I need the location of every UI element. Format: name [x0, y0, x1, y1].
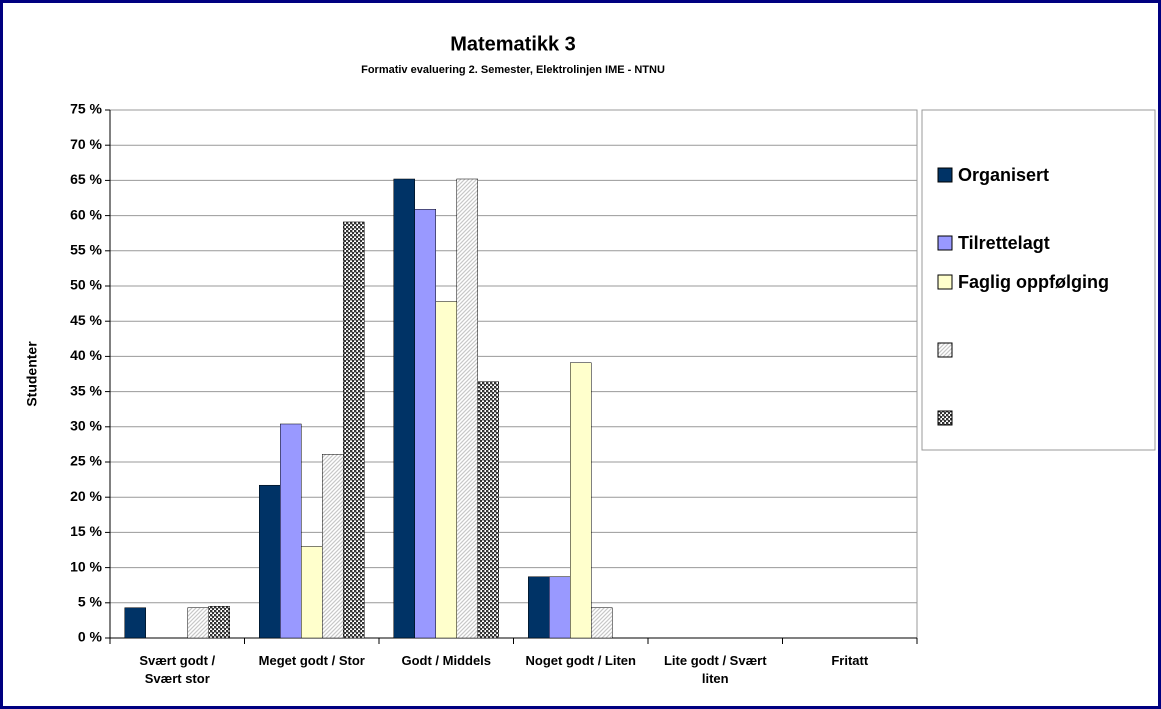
y-tick-label: 25 %: [70, 453, 102, 469]
x-tick-label: Meget godt / Stor: [258, 653, 365, 668]
y-axis-label: Studenter: [24, 341, 40, 407]
x-tick-label: Svært godt / Svært stor: [139, 653, 216, 686]
legend-swatch: [937, 167, 953, 183]
bar: [187, 607, 209, 639]
y-tick-label: 70 %: [70, 136, 102, 152]
y-tick-label: 20 %: [70, 488, 102, 504]
bar: [528, 576, 550, 639]
bar: [301, 546, 323, 639]
bar: [124, 607, 146, 639]
chart-subtitle: Formativ evaluering 2. Semester, Elektro…: [361, 64, 665, 76]
x-tick-label: Godt / Middels: [401, 653, 492, 668]
bar: [322, 454, 344, 639]
y-tick-label: 0 %: [78, 629, 103, 645]
legend-swatch: [937, 410, 953, 426]
y-tick-label: 65 %: [70, 171, 102, 187]
y-tick-label: 55 %: [70, 242, 102, 258]
y-tick-label: 35 %: [70, 382, 102, 398]
legend-swatch: [937, 274, 953, 290]
legend-box: [921, 109, 1156, 451]
y-tick-label: 30 %: [70, 418, 102, 434]
bar: [435, 301, 457, 639]
y-tick-label: 50 %: [70, 277, 102, 293]
bar: [591, 607, 613, 639]
x-tick-label: Lite godt / Svært liten: [663, 653, 767, 686]
y-tick-label: 40 %: [70, 347, 102, 363]
y-tick-label: 5 %: [78, 594, 103, 610]
bar: [456, 178, 478, 639]
plot-area: [109, 109, 918, 639]
x-tick-label: Noget godt / Liten: [525, 653, 636, 668]
bar: [393, 178, 415, 639]
chart-title: Matematikk 3: [450, 33, 576, 55]
y-tick-label: 10 %: [70, 558, 102, 574]
bar: [343, 221, 365, 639]
bar: [259, 484, 281, 639]
bar: [208, 606, 230, 639]
bar: [414, 209, 436, 639]
legend-swatch: [937, 235, 953, 251]
y-tick-label: 45 %: [70, 312, 102, 328]
bar: [549, 576, 571, 639]
y-tick-label: 60 %: [70, 206, 102, 222]
bar: [570, 362, 592, 639]
y-tick-label: 75 %: [70, 101, 102, 117]
legend-label: Faglig oppfølging: [958, 272, 1109, 292]
x-tick-label: Fritatt: [831, 653, 869, 668]
legend-label: Organisert: [958, 165, 1049, 185]
bar: [280, 423, 302, 639]
legend-swatch: [937, 342, 953, 358]
bar: [477, 381, 499, 639]
legend-label: Tilrettelagt: [958, 233, 1050, 253]
y-tick-label: 15 %: [70, 523, 102, 539]
